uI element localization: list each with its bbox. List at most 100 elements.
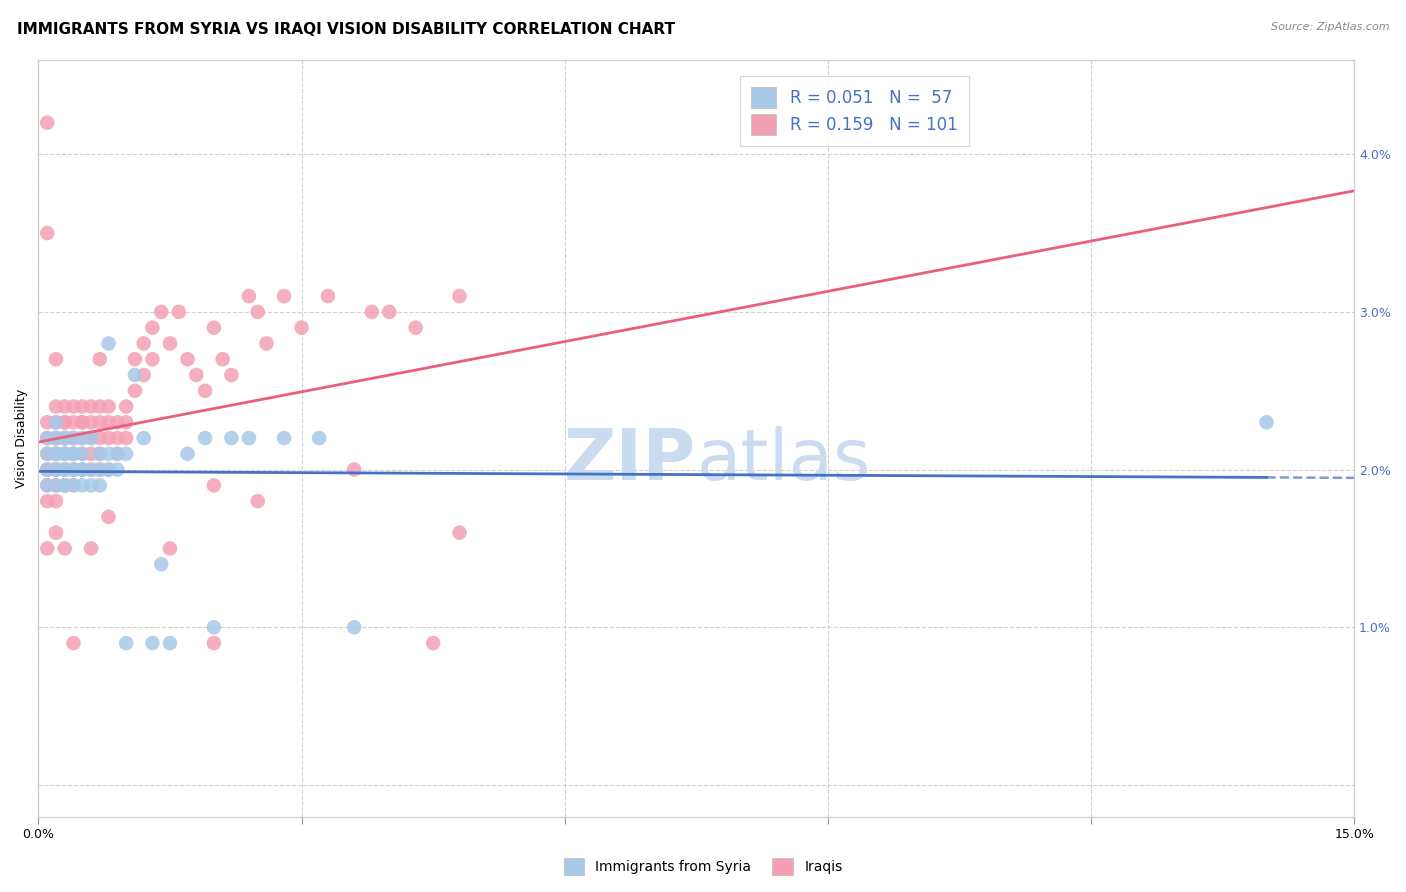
Point bbox=[221, 431, 243, 445]
Point bbox=[150, 558, 173, 572]
Point bbox=[37, 462, 59, 476]
Point bbox=[45, 447, 67, 461]
Point bbox=[53, 415, 76, 429]
Point bbox=[202, 478, 225, 492]
Point bbox=[53, 541, 76, 556]
Point bbox=[45, 478, 67, 492]
Point bbox=[37, 447, 59, 461]
Point bbox=[45, 447, 67, 461]
Point bbox=[89, 462, 111, 476]
Point bbox=[159, 636, 181, 650]
Point bbox=[53, 431, 76, 445]
Point bbox=[150, 305, 173, 319]
Point bbox=[53, 447, 76, 461]
Point bbox=[159, 336, 181, 351]
Point bbox=[132, 336, 155, 351]
Point bbox=[45, 447, 67, 461]
Point bbox=[62, 447, 84, 461]
Point bbox=[80, 447, 103, 461]
Point bbox=[53, 431, 76, 445]
Point bbox=[37, 447, 59, 461]
Point bbox=[37, 116, 59, 130]
Point bbox=[202, 620, 225, 634]
Point bbox=[141, 352, 163, 367]
Point bbox=[37, 415, 59, 429]
Point bbox=[97, 462, 120, 476]
Point bbox=[105, 415, 128, 429]
Point bbox=[53, 447, 76, 461]
Point bbox=[62, 431, 84, 445]
Point bbox=[186, 368, 208, 382]
Point bbox=[45, 525, 67, 540]
Point bbox=[89, 478, 111, 492]
Point bbox=[80, 431, 103, 445]
Point bbox=[80, 541, 103, 556]
Point bbox=[378, 305, 401, 319]
Point bbox=[194, 431, 217, 445]
Point bbox=[89, 462, 111, 476]
Point bbox=[53, 462, 76, 476]
Point bbox=[360, 305, 382, 319]
Point bbox=[89, 352, 111, 367]
Point bbox=[72, 462, 94, 476]
Point bbox=[105, 462, 128, 476]
Point bbox=[308, 431, 330, 445]
Point bbox=[53, 478, 76, 492]
Text: ZIP: ZIP bbox=[564, 426, 696, 495]
Point bbox=[176, 447, 198, 461]
Point bbox=[53, 415, 76, 429]
Point bbox=[72, 462, 94, 476]
Point bbox=[80, 462, 103, 476]
Point bbox=[45, 447, 67, 461]
Point bbox=[45, 431, 67, 445]
Point bbox=[62, 462, 84, 476]
Point bbox=[238, 431, 260, 445]
Point bbox=[273, 431, 295, 445]
Point bbox=[45, 431, 67, 445]
Point bbox=[45, 462, 67, 476]
Point bbox=[72, 478, 94, 492]
Point bbox=[62, 462, 84, 476]
Point bbox=[97, 336, 120, 351]
Text: atlas: atlas bbox=[696, 426, 870, 495]
Point bbox=[80, 431, 103, 445]
Point bbox=[132, 368, 155, 382]
Point bbox=[37, 431, 59, 445]
Point bbox=[53, 447, 76, 461]
Point bbox=[37, 431, 59, 445]
Point bbox=[167, 305, 190, 319]
Point bbox=[37, 478, 59, 492]
Point bbox=[37, 226, 59, 240]
Point bbox=[159, 541, 181, 556]
Point bbox=[194, 384, 217, 398]
Legend: R = 0.051   N =  57, R = 0.159   N = 101: R = 0.051 N = 57, R = 0.159 N = 101 bbox=[740, 76, 969, 146]
Point bbox=[80, 400, 103, 414]
Point bbox=[202, 636, 225, 650]
Point bbox=[405, 320, 427, 334]
Point bbox=[115, 431, 138, 445]
Point bbox=[45, 462, 67, 476]
Point bbox=[273, 289, 295, 303]
Point bbox=[37, 462, 59, 476]
Point bbox=[97, 462, 120, 476]
Point bbox=[53, 478, 76, 492]
Point bbox=[115, 400, 138, 414]
Point bbox=[37, 494, 59, 508]
Point bbox=[97, 447, 120, 461]
Point bbox=[115, 447, 138, 461]
Point bbox=[62, 462, 84, 476]
Point bbox=[62, 447, 84, 461]
Point bbox=[89, 415, 111, 429]
Point bbox=[449, 525, 471, 540]
Text: Source: ZipAtlas.com: Source: ZipAtlas.com bbox=[1271, 22, 1389, 32]
Point bbox=[37, 541, 59, 556]
Point bbox=[115, 636, 138, 650]
Y-axis label: Vision Disability: Vision Disability bbox=[15, 388, 28, 488]
Point bbox=[62, 478, 84, 492]
Point bbox=[343, 620, 366, 634]
Point bbox=[62, 415, 84, 429]
Point bbox=[256, 336, 278, 351]
Point bbox=[211, 352, 233, 367]
Text: IMMIGRANTS FROM SYRIA VS IRAQI VISION DISABILITY CORRELATION CHART: IMMIGRANTS FROM SYRIA VS IRAQI VISION DI… bbox=[17, 22, 675, 37]
Point bbox=[53, 462, 76, 476]
